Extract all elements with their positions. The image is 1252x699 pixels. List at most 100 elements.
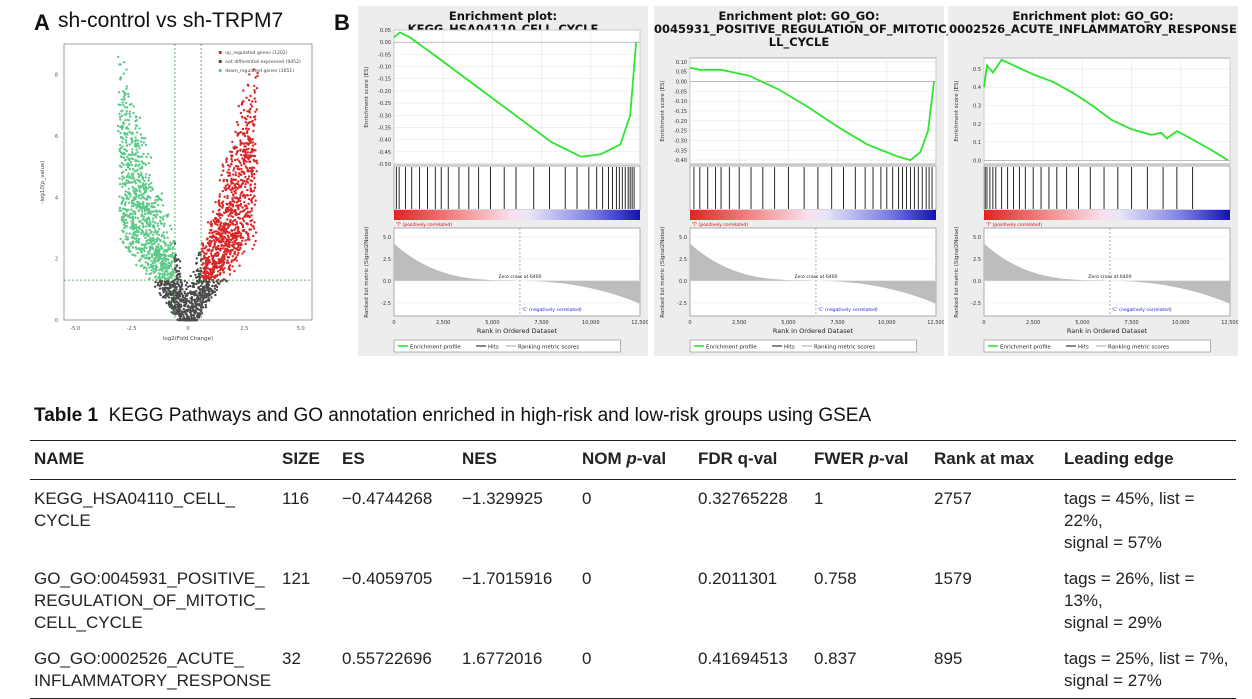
point [199, 298, 202, 301]
point [231, 249, 234, 252]
point [239, 111, 243, 115]
point [126, 238, 129, 241]
point [236, 213, 239, 216]
point [175, 311, 178, 314]
point [151, 255, 154, 259]
point [209, 235, 212, 238]
point [238, 160, 241, 163]
point [254, 110, 257, 114]
point [242, 219, 245, 223]
col-name-header: NAME [30, 440, 278, 480]
point [214, 260, 218, 264]
point [213, 284, 216, 288]
es-tick-label: 0.0 [973, 158, 981, 164]
point [139, 140, 143, 143]
point [185, 297, 188, 301]
point [120, 110, 123, 113]
point [128, 176, 131, 179]
point [227, 231, 230, 234]
point [241, 224, 245, 227]
point [226, 183, 229, 186]
point [214, 240, 217, 244]
point [213, 290, 217, 294]
point [148, 251, 151, 254]
point [230, 211, 233, 215]
point [177, 283, 180, 286]
point [185, 299, 188, 303]
point [211, 257, 214, 261]
point [203, 293, 206, 296]
point [207, 260, 210, 264]
metric-tick-label: 2.5 [679, 257, 687, 263]
point [154, 201, 157, 204]
point [139, 190, 142, 194]
cell-es: 0.55722696 [338, 640, 458, 699]
point [136, 241, 139, 244]
point [225, 210, 228, 213]
point [249, 184, 252, 187]
point [222, 237, 225, 241]
point [168, 254, 172, 257]
point [239, 142, 242, 145]
point [250, 175, 254, 178]
col-es-header: ES [338, 440, 458, 480]
point [252, 189, 256, 192]
es-tick-label: -0.30 [378, 113, 391, 119]
point [237, 175, 240, 178]
point [141, 176, 145, 180]
point [256, 71, 259, 75]
point [237, 104, 240, 108]
point [202, 288, 205, 292]
point [148, 173, 151, 177]
point [250, 209, 253, 212]
cell-name: GO_GO:0002526_ACUTE_ INFLAMMATORY_RESPON… [30, 640, 278, 699]
point [137, 194, 141, 197]
point [246, 110, 249, 113]
point [172, 294, 175, 297]
point [138, 116, 142, 119]
point [182, 307, 185, 311]
point [130, 208, 133, 211]
point [232, 167, 236, 170]
es-tick-label: 0.5 [973, 67, 981, 73]
point [194, 291, 197, 295]
point [118, 115, 122, 119]
legend-metric-label: Ranking metric scores [814, 345, 875, 351]
point [250, 197, 253, 201]
point [149, 210, 152, 213]
point [221, 268, 225, 272]
point [190, 316, 193, 320]
point [251, 100, 254, 103]
point [135, 229, 139, 232]
point [125, 106, 129, 109]
point [215, 274, 219, 277]
point [183, 300, 186, 304]
point [245, 221, 248, 225]
point [240, 153, 243, 157]
cell-fwer: 0.837 [810, 640, 930, 699]
point [127, 247, 130, 251]
point [156, 284, 159, 287]
point [248, 211, 252, 214]
point [250, 168, 254, 172]
point [129, 212, 132, 215]
point [241, 179, 244, 182]
point [177, 270, 181, 273]
point [231, 188, 234, 191]
point [151, 210, 155, 214]
point [179, 280, 182, 284]
point [154, 210, 157, 213]
point [149, 230, 153, 234]
point [138, 259, 141, 262]
point [127, 92, 130, 96]
point [228, 264, 232, 267]
point [179, 290, 182, 293]
point [148, 228, 151, 232]
point [124, 139, 128, 142]
point [156, 245, 160, 248]
point [219, 271, 222, 275]
rank-tick-label: 5,000 [1075, 320, 1089, 326]
point [164, 293, 168, 296]
cell-size: 116 [282, 489, 310, 508]
point [124, 190, 128, 193]
